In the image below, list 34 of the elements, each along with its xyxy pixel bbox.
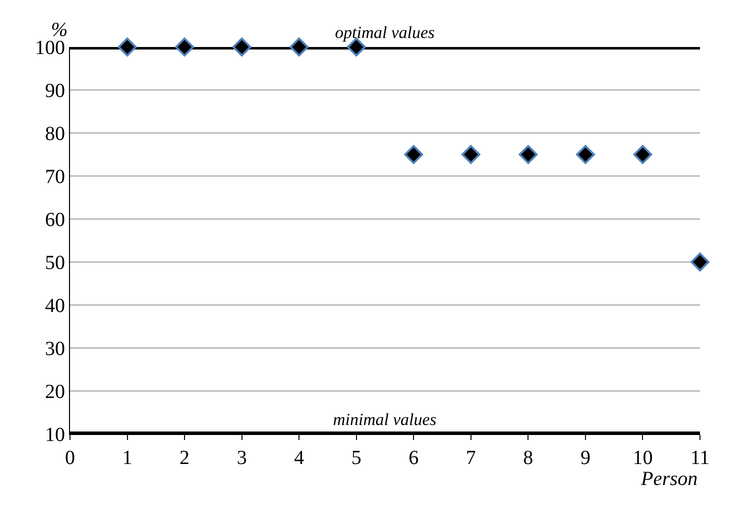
- point: [232, 38, 252, 56]
- point: [175, 38, 194, 56]
- x-tick-label: 5: [351, 447, 362, 469]
- point: [518, 145, 538, 164]
- x-tick-label: 1: [122, 447, 132, 469]
- y-tick-label: 80: [45, 123, 65, 145]
- y-tick-label: 40: [45, 295, 65, 317]
- x-tick-label: 3: [236, 447, 247, 469]
- point: [404, 145, 424, 164]
- x-tick-label: 2: [180, 447, 190, 469]
- x-tick-label: 11: [690, 447, 710, 469]
- y-tick-label: 20: [45, 381, 65, 403]
- x-tick-label: 10: [632, 447, 653, 469]
- x-tick-label: 9: [580, 447, 590, 469]
- x-tick-label: 4: [294, 447, 304, 469]
- x-axis-title: Person: [640, 468, 698, 490]
- y-tick-label: 50: [45, 252, 65, 274]
- point: [690, 252, 710, 272]
- x-tick-label: 7: [466, 447, 476, 469]
- ref-line-label: optimal values: [335, 23, 436, 42]
- y-tick-label: 60: [45, 209, 65, 231]
- x-tick-label: 0: [65, 447, 75, 469]
- point: [461, 145, 480, 164]
- y-tick-label: 10: [45, 424, 65, 446]
- point: [576, 145, 595, 164]
- point: [633, 145, 652, 164]
- x-tick-label: 8: [523, 447, 534, 469]
- y-tick-label: 90: [45, 80, 65, 102]
- y-tick-label: 30: [45, 338, 65, 360]
- point: [118, 38, 137, 56]
- x-tick-label: 6: [408, 447, 419, 469]
- point: [290, 38, 309, 56]
- y-tick-label: 70: [45, 166, 65, 188]
- ref-line-label: minimal values: [333, 410, 437, 429]
